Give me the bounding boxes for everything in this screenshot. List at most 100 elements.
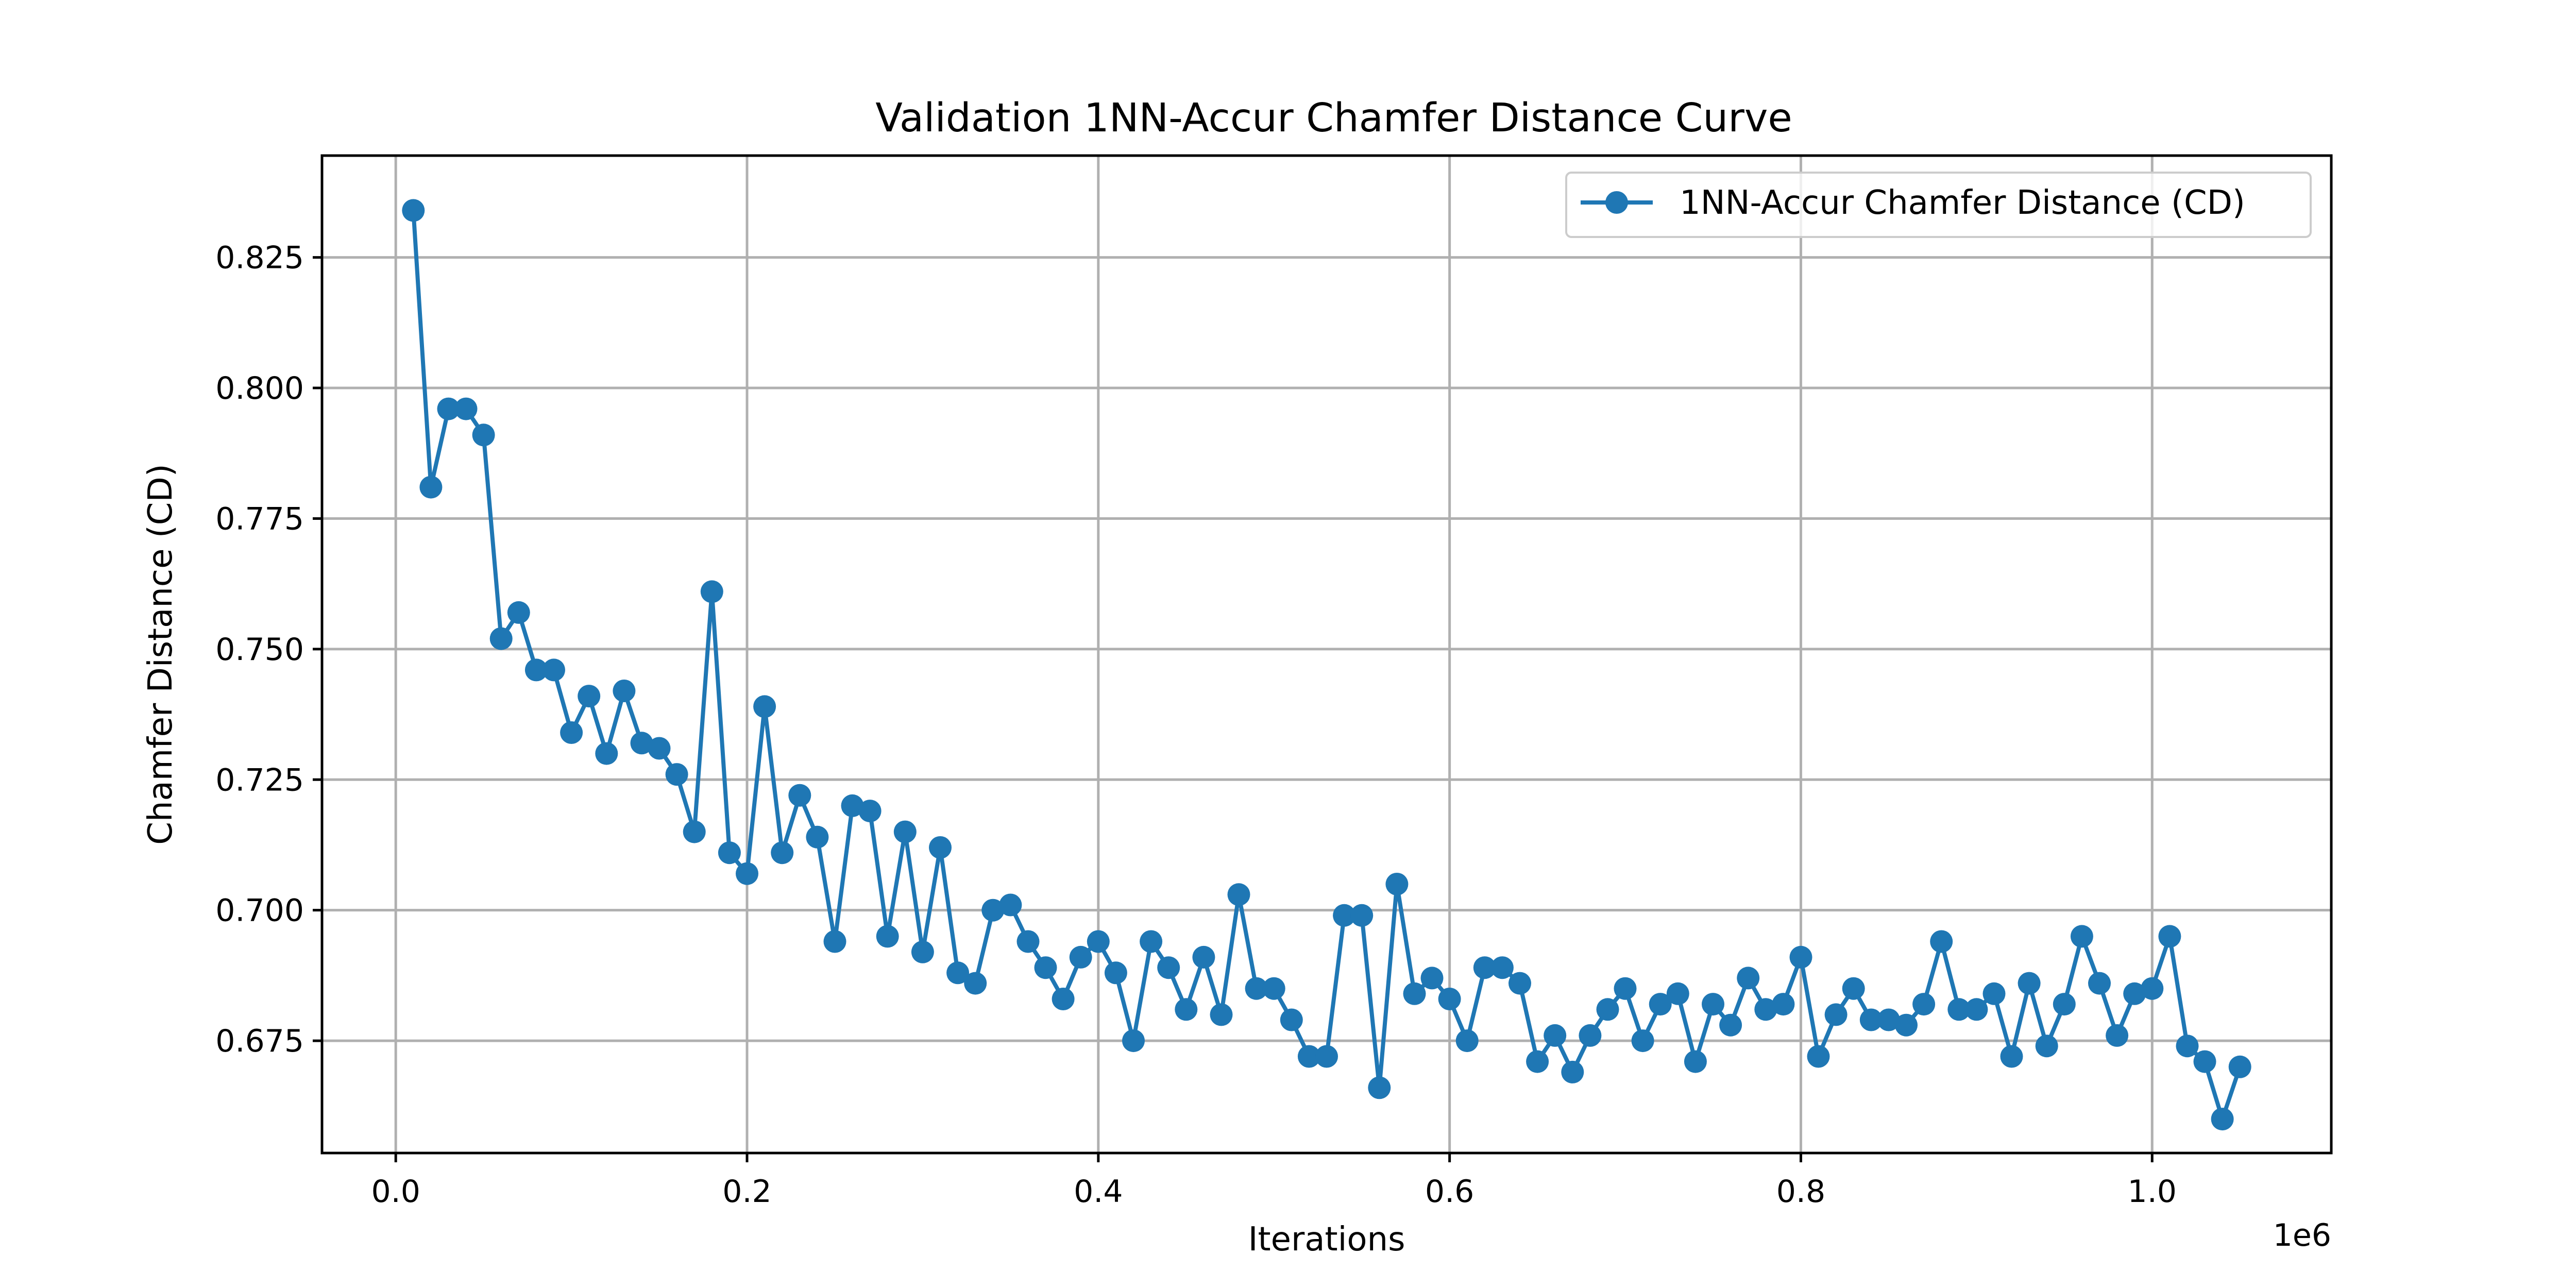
y-tick-label: 0.800 — [215, 370, 304, 406]
data-point — [472, 423, 495, 447]
data-point — [1473, 956, 1496, 979]
data-point — [806, 825, 829, 849]
data-point — [2088, 972, 2111, 995]
data-point — [911, 940, 934, 963]
y-axis-label: Chamfer Distance (CD) — [142, 464, 180, 844]
data-point — [578, 685, 601, 708]
data-point — [1087, 930, 1110, 953]
data-point — [1104, 961, 1127, 985]
x-tick-label: 0.8 — [1776, 1174, 1825, 1210]
data-point — [876, 925, 899, 948]
data-point — [736, 862, 758, 885]
data-point — [419, 476, 443, 499]
data-point — [1227, 883, 1250, 906]
data-point — [1982, 982, 2006, 1005]
data-point — [1490, 956, 1514, 979]
data-point — [1912, 993, 1936, 1016]
data-point — [683, 820, 706, 843]
data-point — [1385, 873, 1409, 895]
data-point — [2228, 1055, 2251, 1078]
data-point — [1807, 1045, 1830, 1068]
data-point — [1859, 1008, 1883, 1031]
data-point — [630, 732, 653, 755]
data-point — [437, 397, 460, 420]
data-point — [946, 961, 970, 985]
data-point — [2141, 977, 2164, 1000]
data-point — [1596, 998, 1619, 1021]
ticks: 0.0 0.2 0.4 0.6 0.8 1.0 0.675 0.700 0.725 0.750 0.… — [215, 240, 2177, 1210]
data-point — [2211, 1108, 2234, 1131]
data-point — [1947, 998, 1971, 1021]
data-point — [1544, 1024, 1567, 1047]
data-point — [1315, 1045, 1338, 1068]
data-point — [595, 742, 618, 765]
data-point — [1719, 1013, 1742, 1037]
data-point — [2193, 1050, 2216, 1073]
data-point — [1350, 904, 1374, 927]
data-point — [1789, 945, 1812, 969]
data-point — [2053, 993, 2076, 1016]
data-point — [665, 763, 688, 786]
data-point — [1420, 967, 1444, 990]
legend-box — [1565, 172, 2312, 238]
data-point — [1122, 1029, 1145, 1053]
data-point — [1455, 1029, 1479, 1053]
data-point — [1702, 993, 1724, 1016]
data-point — [1034, 956, 1057, 979]
y-tick-label: 0.825 — [215, 240, 304, 276]
data-point — [1579, 1024, 1602, 1047]
grid — [322, 156, 2331, 1153]
data-point — [1069, 945, 1092, 969]
data-point — [841, 794, 864, 817]
data-point — [613, 680, 636, 702]
data-point — [2106, 1024, 2129, 1047]
data-point — [2123, 982, 2146, 1005]
data-point — [893, 820, 917, 843]
data-point — [700, 580, 723, 603]
series-layer — [402, 199, 2251, 1131]
data-point — [929, 836, 952, 859]
data-point — [1297, 1045, 1320, 1068]
data-point — [507, 601, 530, 624]
data-point — [2035, 1035, 2058, 1058]
data-point — [1368, 1076, 1391, 1099]
data-point — [964, 972, 987, 995]
data-point — [524, 658, 548, 682]
data-point — [788, 784, 811, 807]
y-tick-label: 0.725 — [215, 762, 304, 798]
x-tick-label: 1.0 — [2128, 1174, 2177, 1210]
data-point — [1016, 930, 1040, 953]
data-point — [1245, 977, 1268, 1000]
data-point — [2070, 925, 2093, 948]
data-point — [1438, 988, 1461, 1010]
x-tick-label: 0.0 — [371, 1174, 420, 1210]
data-point — [1666, 982, 1689, 1005]
x-axis-offset-label: 1e6 — [2273, 1217, 2331, 1253]
x-tick-label: 0.6 — [1425, 1174, 1474, 1210]
data-point — [718, 841, 741, 865]
legend-label: 1NN-Accur Chamfer Distance (CD) — [1680, 184, 2245, 222]
y-tick-label: 0.700 — [215, 893, 304, 929]
data-point — [1140, 930, 1163, 953]
data-point — [648, 737, 671, 760]
data-point — [1842, 977, 1865, 1000]
data-point — [771, 841, 794, 865]
data-point — [1333, 904, 1356, 927]
data-point — [1930, 930, 1953, 953]
x-tick-label: 0.2 — [722, 1174, 771, 1210]
x-tick-label: 0.4 — [1074, 1174, 1123, 1210]
data-point — [1824, 1003, 1848, 1026]
data-point — [2018, 972, 2041, 995]
data-point — [1403, 982, 1426, 1005]
data-point — [1262, 977, 1285, 1000]
data-point — [2000, 1045, 2023, 1068]
data-point — [753, 695, 776, 718]
data-point — [2176, 1035, 2199, 1058]
data-point — [2158, 925, 2181, 948]
data-point — [560, 721, 583, 744]
y-tick-label: 0.750 — [215, 632, 304, 668]
data-point — [1649, 993, 1672, 1016]
data-point — [1210, 1003, 1233, 1026]
data-point — [1526, 1050, 1549, 1073]
data-point — [402, 199, 425, 222]
